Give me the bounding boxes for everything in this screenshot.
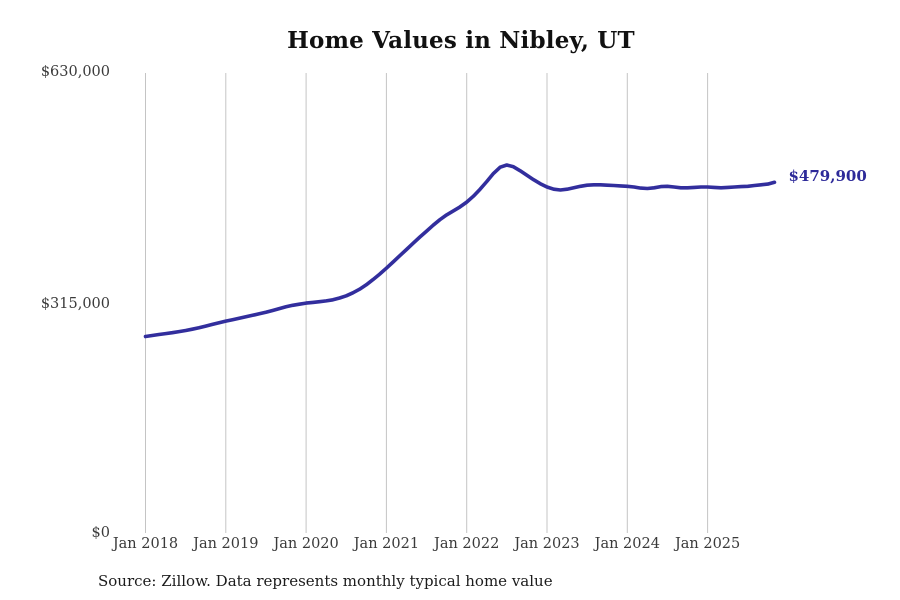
home-value-line (143, 163, 777, 339)
chart-title: Home Values in Nibley, UT (287, 27, 635, 54)
x-tick-label: Jan 2021 (353, 536, 420, 552)
x-tick-label: Jan 2020 (273, 536, 339, 552)
source-note: Source: Zillow. Data represents monthly … (98, 572, 553, 590)
x-tick-label: Jan 2018 (112, 536, 179, 552)
x-tick-label: Jan 2022 (434, 536, 500, 552)
y-tick-label: $0 (91, 525, 110, 541)
x-tick-label: Jan 2024 (594, 536, 660, 552)
x-tick-label: Jan 2019 (193, 536, 259, 552)
latest-value-label: $479,900 (788, 167, 867, 186)
y-tick-label: $630,000 (40, 64, 110, 80)
y-tick-label: $315,000 (40, 295, 110, 312)
x-tick-label: Jan 2023 (514, 536, 580, 552)
x-tick-label: Jan 2025 (674, 536, 741, 552)
